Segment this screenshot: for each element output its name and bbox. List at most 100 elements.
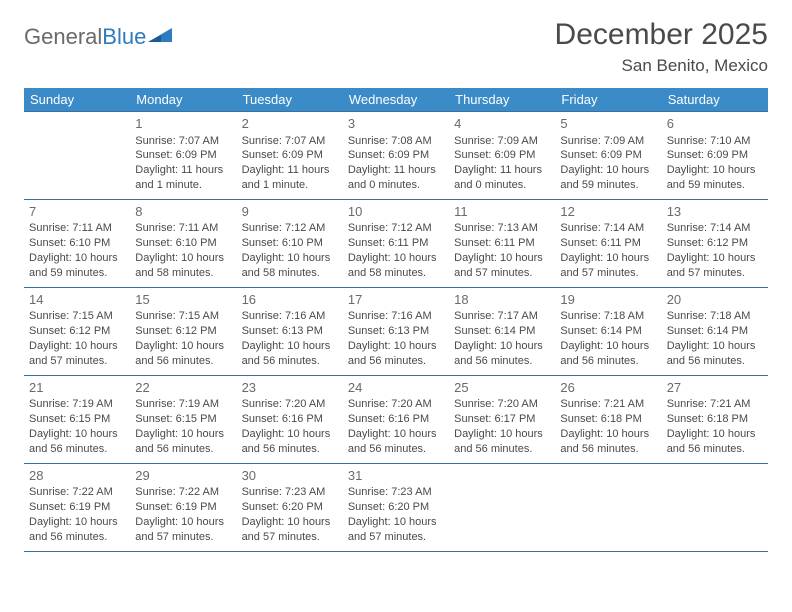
sunset-text: Sunset: 6:13 PM bbox=[348, 324, 444, 339]
sunrise-text: Sunrise: 7:22 AM bbox=[29, 485, 125, 500]
calendar-day-cell: 19Sunrise: 7:18 AMSunset: 6:14 PMDayligh… bbox=[555, 287, 661, 375]
day-number: 20 bbox=[667, 291, 763, 309]
sunrise-text: Sunrise: 7:20 AM bbox=[348, 397, 444, 412]
sunrise-text: Sunrise: 7:14 AM bbox=[667, 221, 763, 236]
day-number: 26 bbox=[560, 379, 656, 397]
calendar-day-cell: 21Sunrise: 7:19 AMSunset: 6:15 PMDayligh… bbox=[24, 375, 130, 463]
daylight-text: and 57 minutes. bbox=[135, 530, 231, 545]
calendar-week-row: 21Sunrise: 7:19 AMSunset: 6:15 PMDayligh… bbox=[24, 375, 768, 463]
weekday-header: Wednesday bbox=[343, 88, 449, 112]
calendar-day-cell: 10Sunrise: 7:12 AMSunset: 6:11 PMDayligh… bbox=[343, 199, 449, 287]
calendar-day-cell: 9Sunrise: 7:12 AMSunset: 6:10 PMDaylight… bbox=[237, 199, 343, 287]
daylight-text: and 56 minutes. bbox=[29, 530, 125, 545]
sunrise-text: Sunrise: 7:18 AM bbox=[560, 309, 656, 324]
calendar-table: Sunday Monday Tuesday Wednesday Thursday… bbox=[24, 88, 768, 552]
daylight-text: Daylight: 10 hours bbox=[667, 251, 763, 266]
day-number: 7 bbox=[29, 203, 125, 221]
calendar-day-cell: 11Sunrise: 7:13 AMSunset: 6:11 PMDayligh… bbox=[449, 199, 555, 287]
day-number: 23 bbox=[242, 379, 338, 397]
calendar-day-cell: 4Sunrise: 7:09 AMSunset: 6:09 PMDaylight… bbox=[449, 112, 555, 200]
day-number: 9 bbox=[242, 203, 338, 221]
sunset-text: Sunset: 6:18 PM bbox=[667, 412, 763, 427]
daylight-text: and 56 minutes. bbox=[135, 354, 231, 369]
daylight-text: and 59 minutes. bbox=[29, 266, 125, 281]
day-number: 8 bbox=[135, 203, 231, 221]
daylight-text: Daylight: 10 hours bbox=[560, 251, 656, 266]
calendar-day-cell: 28Sunrise: 7:22 AMSunset: 6:19 PMDayligh… bbox=[24, 463, 130, 551]
weekday-header: Saturday bbox=[662, 88, 768, 112]
daylight-text: and 56 minutes. bbox=[29, 442, 125, 457]
daylight-text: Daylight: 10 hours bbox=[242, 515, 338, 530]
calendar-day-cell bbox=[24, 112, 130, 200]
sunset-text: Sunset: 6:12 PM bbox=[29, 324, 125, 339]
calendar-week-row: 1Sunrise: 7:07 AMSunset: 6:09 PMDaylight… bbox=[24, 112, 768, 200]
sunrise-text: Sunrise: 7:23 AM bbox=[242, 485, 338, 500]
calendar-day-cell: 20Sunrise: 7:18 AMSunset: 6:14 PMDayligh… bbox=[662, 287, 768, 375]
sunrise-text: Sunrise: 7:11 AM bbox=[29, 221, 125, 236]
day-number: 25 bbox=[454, 379, 550, 397]
daylight-text: Daylight: 10 hours bbox=[560, 163, 656, 178]
day-number: 21 bbox=[29, 379, 125, 397]
sunset-text: Sunset: 6:11 PM bbox=[348, 236, 444, 251]
sunrise-text: Sunrise: 7:13 AM bbox=[454, 221, 550, 236]
sunrise-text: Sunrise: 7:07 AM bbox=[135, 134, 231, 149]
daylight-text: Daylight: 11 hours bbox=[348, 163, 444, 178]
calendar-day-cell: 27Sunrise: 7:21 AMSunset: 6:18 PMDayligh… bbox=[662, 375, 768, 463]
day-number: 10 bbox=[348, 203, 444, 221]
daylight-text: and 1 minute. bbox=[135, 178, 231, 193]
calendar-body: 1Sunrise: 7:07 AMSunset: 6:09 PMDaylight… bbox=[24, 112, 768, 552]
sunrise-text: Sunrise: 7:16 AM bbox=[242, 309, 338, 324]
daylight-text: Daylight: 10 hours bbox=[667, 427, 763, 442]
daylight-text: Daylight: 10 hours bbox=[135, 339, 231, 354]
sunset-text: Sunset: 6:20 PM bbox=[242, 500, 338, 515]
logo-text-gray: General bbox=[24, 24, 102, 50]
sunset-text: Sunset: 6:19 PM bbox=[29, 500, 125, 515]
month-title: December 2025 bbox=[555, 18, 768, 52]
sunset-text: Sunset: 6:09 PM bbox=[242, 148, 338, 163]
weekday-header: Monday bbox=[130, 88, 236, 112]
calendar-day-cell bbox=[555, 463, 661, 551]
sunset-text: Sunset: 6:10 PM bbox=[242, 236, 338, 251]
header: GeneralBlue December 2025 San Benito, Me… bbox=[24, 18, 768, 76]
daylight-text: and 56 minutes. bbox=[560, 442, 656, 457]
daylight-text: Daylight: 11 hours bbox=[242, 163, 338, 178]
sunrise-text: Sunrise: 7:16 AM bbox=[348, 309, 444, 324]
logo: GeneralBlue bbox=[24, 18, 174, 50]
sunrise-text: Sunrise: 7:22 AM bbox=[135, 485, 231, 500]
title-block: December 2025 San Benito, Mexico bbox=[555, 18, 768, 76]
daylight-text: and 57 minutes. bbox=[242, 530, 338, 545]
logo-text-blue: Blue bbox=[102, 24, 146, 50]
daylight-text: and 58 minutes. bbox=[242, 266, 338, 281]
calendar-day-cell: 8Sunrise: 7:11 AMSunset: 6:10 PMDaylight… bbox=[130, 199, 236, 287]
daylight-text: and 56 minutes. bbox=[348, 354, 444, 369]
daylight-text: and 56 minutes. bbox=[454, 442, 550, 457]
daylight-text: and 58 minutes. bbox=[348, 266, 444, 281]
location: San Benito, Mexico bbox=[555, 56, 768, 76]
day-number: 17 bbox=[348, 291, 444, 309]
daylight-text: Daylight: 10 hours bbox=[348, 339, 444, 354]
sunset-text: Sunset: 6:15 PM bbox=[135, 412, 231, 427]
calendar-day-cell: 31Sunrise: 7:23 AMSunset: 6:20 PMDayligh… bbox=[343, 463, 449, 551]
sunrise-text: Sunrise: 7:15 AM bbox=[135, 309, 231, 324]
sunset-text: Sunset: 6:10 PM bbox=[135, 236, 231, 251]
daylight-text: Daylight: 10 hours bbox=[348, 515, 444, 530]
daylight-text: and 56 minutes. bbox=[667, 354, 763, 369]
calendar-day-cell bbox=[449, 463, 555, 551]
sunset-text: Sunset: 6:12 PM bbox=[135, 324, 231, 339]
daylight-text: Daylight: 10 hours bbox=[242, 251, 338, 266]
day-number: 5 bbox=[560, 115, 656, 133]
sunrise-text: Sunrise: 7:09 AM bbox=[454, 134, 550, 149]
sunset-text: Sunset: 6:14 PM bbox=[667, 324, 763, 339]
day-number: 18 bbox=[454, 291, 550, 309]
daylight-text: Daylight: 10 hours bbox=[29, 515, 125, 530]
calendar-page: GeneralBlue December 2025 San Benito, Me… bbox=[0, 0, 792, 570]
sunset-text: Sunset: 6:20 PM bbox=[348, 500, 444, 515]
sunset-text: Sunset: 6:09 PM bbox=[560, 148, 656, 163]
daylight-text: and 57 minutes. bbox=[667, 266, 763, 281]
daylight-text: and 1 minute. bbox=[242, 178, 338, 193]
calendar-week-row: 28Sunrise: 7:22 AMSunset: 6:19 PMDayligh… bbox=[24, 463, 768, 551]
calendar-day-cell: 2Sunrise: 7:07 AMSunset: 6:09 PMDaylight… bbox=[237, 112, 343, 200]
daylight-text: and 57 minutes. bbox=[29, 354, 125, 369]
day-number: 4 bbox=[454, 115, 550, 133]
daylight-text: Daylight: 11 hours bbox=[454, 163, 550, 178]
